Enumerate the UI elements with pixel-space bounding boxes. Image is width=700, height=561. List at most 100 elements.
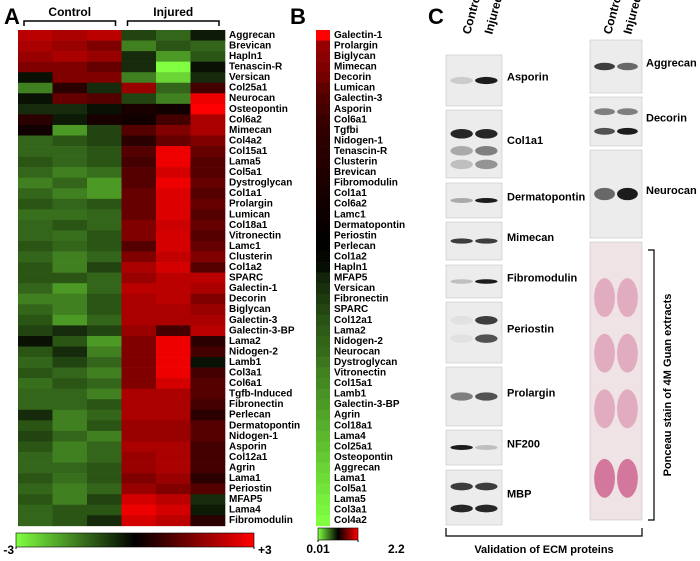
blot-band [475, 238, 498, 244]
heat-cell [18, 494, 53, 506]
heat-cell [18, 325, 53, 337]
blot-band [450, 238, 473, 244]
heat-cell [316, 135, 330, 147]
blot-band [475, 279, 498, 284]
heat-cell [87, 367, 122, 379]
heat-cell [316, 430, 330, 442]
heat-cell [52, 72, 88, 84]
heat-cell [121, 483, 157, 495]
heat-cell [190, 441, 226, 453]
blot-band [594, 389, 615, 429]
heat-cell [18, 462, 53, 474]
row-label: Lama2 [334, 325, 366, 336]
heat-cell [156, 452, 191, 463]
heat-cell [18, 209, 53, 221]
heat-cell [316, 283, 330, 295]
heat-cell [156, 473, 191, 484]
blot-band [450, 482, 473, 491]
blot-band [617, 278, 638, 318]
heat-cell [52, 494, 88, 506]
heat-cell [18, 293, 53, 305]
heat-cell [316, 399, 330, 411]
row-label: Asporin [229, 441, 267, 452]
row-label: Fibronectin [334, 294, 388, 305]
row-label: Prolargin [229, 199, 273, 210]
heat-cell [52, 198, 88, 210]
heat-cell [52, 219, 88, 231]
heat-cell [156, 135, 191, 147]
heat-cell [87, 441, 122, 453]
heat-cell [316, 188, 330, 200]
heat-cell [18, 219, 53, 231]
panel-letter: B [290, 4, 306, 29]
heat-cell [190, 314, 226, 326]
heat-cell [190, 262, 226, 273]
heat-cell [121, 72, 157, 84]
row-label: Dystroglycan [334, 357, 397, 368]
heat-cell [121, 146, 157, 157]
heat-cell [316, 51, 330, 62]
row-label: Biglycan [334, 51, 376, 62]
heat-cell [316, 93, 330, 105]
blot-label: Decorin [646, 112, 687, 124]
heat-cell [52, 209, 88, 221]
heat-cell [190, 82, 226, 94]
heat-cell [18, 188, 53, 200]
row-label: Mimecan [334, 62, 377, 73]
heat-cell [316, 124, 330, 136]
heat-cell [52, 293, 88, 305]
heat-cell [52, 262, 88, 273]
heat-cell [18, 51, 53, 62]
heat-cell [156, 156, 191, 168]
heat-cell [87, 156, 122, 168]
row-label: Aggrecan [229, 30, 275, 41]
heat-cell [52, 304, 88, 316]
heat-cell [87, 167, 122, 178]
blot-label: Periostin [507, 323, 554, 335]
row-label: Agrin [334, 410, 360, 421]
blot-band [450, 159, 473, 170]
row-label: Lama4 [334, 431, 366, 442]
row-label: Neurocan [229, 93, 275, 104]
heat-cell [156, 367, 191, 379]
row-label: Clusterin [229, 251, 272, 262]
heat-cell [87, 124, 122, 136]
row-label: Col4a2 [334, 515, 367, 526]
heat-cell [18, 103, 53, 115]
blot-band [594, 278, 615, 318]
heat-cell [156, 61, 191, 73]
heat-cell [190, 251, 226, 263]
heat-cell [316, 167, 330, 178]
heat-cell [52, 430, 88, 442]
heat-cell [87, 209, 122, 221]
row-label: Biglycan [229, 304, 271, 315]
heat-cell [190, 430, 226, 442]
row-label: Tenascin-R [334, 146, 388, 157]
heat-cell [18, 114, 53, 126]
heat-cell [121, 251, 157, 263]
row-label: Osteopontin [229, 104, 288, 115]
row-label: Col15a1 [229, 146, 268, 157]
heat-cell [316, 72, 330, 84]
row-label: Lama5 [229, 157, 261, 168]
blot-band [450, 279, 473, 284]
heat-cell [18, 314, 53, 326]
row-label: Tgfb-Induced [229, 389, 292, 400]
heat-cell [156, 177, 191, 189]
row-label: Galectin-3-BP [229, 325, 295, 336]
heat-cell [18, 304, 53, 316]
heat-cell [190, 367, 226, 379]
ponceau-label: Ponceau stain of 4M Guan extracts [662, 294, 674, 477]
blot-image [445, 109, 503, 179]
heat-cell [156, 167, 191, 178]
heat-cell [190, 420, 226, 432]
heat-cell [87, 325, 122, 337]
heat-cell [190, 51, 226, 62]
heat-cell [156, 494, 191, 506]
heat-cell [87, 135, 122, 147]
heat-cell [121, 430, 157, 442]
heat-cell [190, 325, 226, 337]
blot-band [475, 76, 498, 85]
blot-band [475, 316, 498, 325]
blot-band [594, 127, 615, 135]
